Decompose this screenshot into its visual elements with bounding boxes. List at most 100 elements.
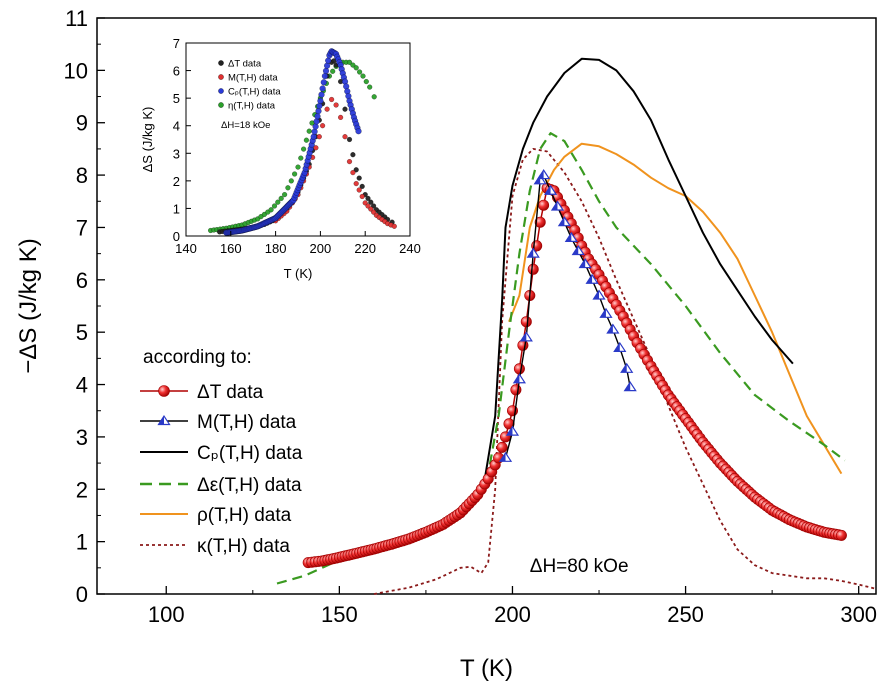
inset-point — [317, 97, 324, 104]
inset-point — [368, 199, 374, 205]
inset-point — [353, 167, 359, 173]
m-point-shade — [600, 308, 606, 318]
inset-y-tick-label: 2 — [173, 174, 180, 189]
m-point-shade — [527, 248, 534, 258]
y-tick-label: 7 — [76, 215, 88, 240]
y-tick-label: 6 — [76, 268, 88, 293]
inset-point — [357, 69, 363, 75]
x-axis-title: T (K) — [460, 655, 513, 682]
inset-point — [353, 65, 359, 71]
inset-point — [356, 187, 362, 193]
inset-point — [346, 136, 353, 143]
inset-x-tick-label: 180 — [265, 241, 287, 256]
inset-legend-marker — [218, 88, 224, 94]
inset-plot: 140 160 180 200 220 240 0 1 2 3 4 5 6 7 T (K) ΔS (J/k… — [140, 36, 421, 281]
inset-point — [320, 123, 326, 129]
inset-y-axis-title: ΔS (J/kg K) — [140, 107, 155, 173]
inset-y-tick-label: 5 — [173, 91, 180, 106]
inset-point — [355, 128, 362, 135]
inset-legend: ΔT data M(T,H) data Cₚ(T,H) data η(T,H) dat… — [218, 59, 281, 112]
m-point-shade — [513, 374, 520, 383]
inset-x-axis-title: T (K) — [284, 266, 313, 281]
inset-point — [312, 123, 319, 130]
delta-t-point — [520, 316, 532, 328]
inset-data-layer — [208, 48, 397, 236]
y-tick-label: 9 — [76, 111, 88, 136]
inset-point — [313, 118, 320, 125]
inset-x-tick-label: 220 — [354, 241, 376, 256]
legend-label-kappa: κ(T,H) data — [197, 536, 290, 557]
legend-label-delta-epsilon: Δε(T,H) data — [197, 475, 302, 496]
m-point-shade — [534, 175, 541, 184]
inset-point — [316, 102, 323, 110]
m-point-shade — [545, 185, 551, 195]
x-tick-label: 150 — [321, 602, 358, 627]
inset-point — [321, 73, 328, 80]
inset-point — [324, 62, 331, 69]
legend-swatch-sphere — [158, 385, 170, 397]
inset-point — [288, 178, 294, 184]
inset-point — [285, 185, 291, 191]
m-point-shade — [579, 259, 586, 268]
inset-legend-label: Cₚ(T,H) data — [228, 87, 281, 98]
inset-point — [310, 133, 317, 140]
inset-point — [295, 164, 301, 170]
inset-point — [353, 181, 359, 187]
y-axis-title: −ΔS (J/kg K) — [15, 238, 42, 373]
delta-t-point — [534, 216, 546, 228]
m-point-shade — [624, 382, 631, 391]
inset-point — [333, 102, 339, 108]
inset-legend-marker — [218, 60, 224, 66]
series-line-kappa — [373, 148, 877, 595]
delta-t-point — [517, 339, 529, 351]
inset-point — [306, 128, 312, 134]
inset-point — [320, 79, 327, 86]
inset-point — [318, 91, 325, 98]
legend-swatch-triangle-shade — [158, 416, 164, 425]
inset-point — [346, 59, 353, 65]
inset-point — [391, 223, 397, 229]
inset-point — [268, 207, 274, 213]
inset-point — [271, 203, 278, 209]
inset-y-tick-label: 7 — [173, 36, 180, 51]
x-tick-label: 200 — [494, 602, 531, 627]
delta-t-point — [510, 384, 522, 396]
x-tick-label: 250 — [667, 602, 704, 627]
inset-point — [363, 79, 369, 85]
inset-point — [278, 195, 284, 201]
inset-legend-marker — [218, 74, 224, 80]
inset-point — [342, 106, 348, 112]
delta-t-point — [496, 441, 508, 453]
inset-x-tick-label: 240 — [399, 241, 421, 256]
inset-point — [330, 68, 336, 74]
inset-field-annotation: ΔH=18 kOe — [221, 120, 270, 131]
inset-y-tick-label: 4 — [173, 119, 180, 134]
y-tick-label: 8 — [76, 163, 88, 188]
m-point-shade — [621, 363, 627, 373]
x-tick-label: 100 — [148, 602, 185, 627]
main-data-layer — [276, 57, 877, 595]
inset-point — [324, 106, 330, 112]
y-tick-label: 3 — [76, 425, 88, 450]
inset-point — [350, 170, 356, 176]
y-tick-label: 5 — [76, 320, 88, 345]
inset-legend-label: ΔT data — [228, 59, 262, 70]
inset-x-tick-label: 160 — [220, 241, 242, 256]
delta-t-point — [538, 199, 550, 211]
m-point-shade — [500, 452, 506, 462]
inset-point — [311, 128, 318, 135]
inset-point — [316, 134, 322, 140]
inset-y-tick-label: 1 — [173, 201, 180, 216]
inset-x-tick-label: 200 — [310, 241, 332, 256]
m-point-shade — [572, 246, 579, 255]
inset-legend-label: η(T,H) data — [228, 101, 276, 112]
inset-y-tick-label: 3 — [173, 146, 180, 161]
inset-point — [325, 57, 332, 64]
inset-point — [322, 67, 330, 74]
delta-t-point — [835, 529, 847, 541]
y-tick-label: 4 — [76, 373, 88, 398]
inset-point — [359, 193, 365, 200]
